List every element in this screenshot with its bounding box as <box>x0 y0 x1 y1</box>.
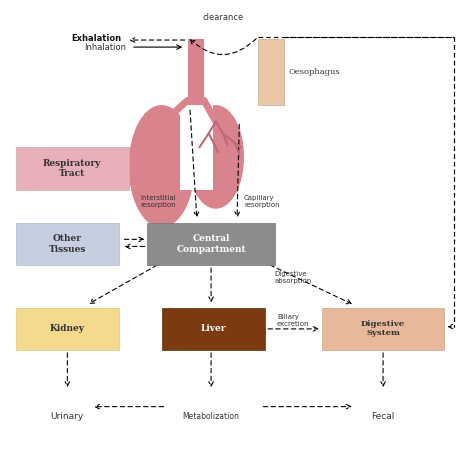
Text: Inhalation: Inhalation <box>84 43 126 52</box>
Text: Biliary
excretion: Biliary excretion <box>277 314 310 328</box>
Text: Oesophagus: Oesophagus <box>289 68 340 76</box>
Bar <box>16 223 119 265</box>
Bar <box>16 147 128 190</box>
Text: Interstitial
resorption: Interstitial resorption <box>140 195 176 208</box>
Bar <box>188 39 204 105</box>
Text: Exhalation: Exhalation <box>72 34 121 43</box>
Text: Metabolization: Metabolization <box>182 411 239 420</box>
Text: Respiratory
Tract: Respiratory Tract <box>43 159 101 178</box>
Text: Capillary
resorption: Capillary resorption <box>244 195 280 208</box>
Text: clearance: clearance <box>202 13 244 22</box>
Bar <box>16 308 119 350</box>
Text: Kidney: Kidney <box>50 324 85 333</box>
Text: Urinary: Urinary <box>51 411 84 420</box>
Text: Fecal: Fecal <box>372 411 395 420</box>
Bar <box>147 223 275 265</box>
Text: Liver: Liver <box>201 324 226 333</box>
Bar <box>162 308 265 350</box>
Bar <box>322 308 444 350</box>
Bar <box>258 39 284 105</box>
Bar <box>181 105 213 190</box>
Text: Central
Compartment: Central Compartment <box>176 234 246 254</box>
Bar <box>188 39 204 105</box>
Text: Other
Tissues: Other Tissues <box>49 234 86 254</box>
Text: Digestive
System: Digestive System <box>361 320 405 337</box>
Ellipse shape <box>128 105 195 228</box>
Ellipse shape <box>188 105 244 209</box>
Text: Digestive
absorption: Digestive absorption <box>275 271 312 283</box>
